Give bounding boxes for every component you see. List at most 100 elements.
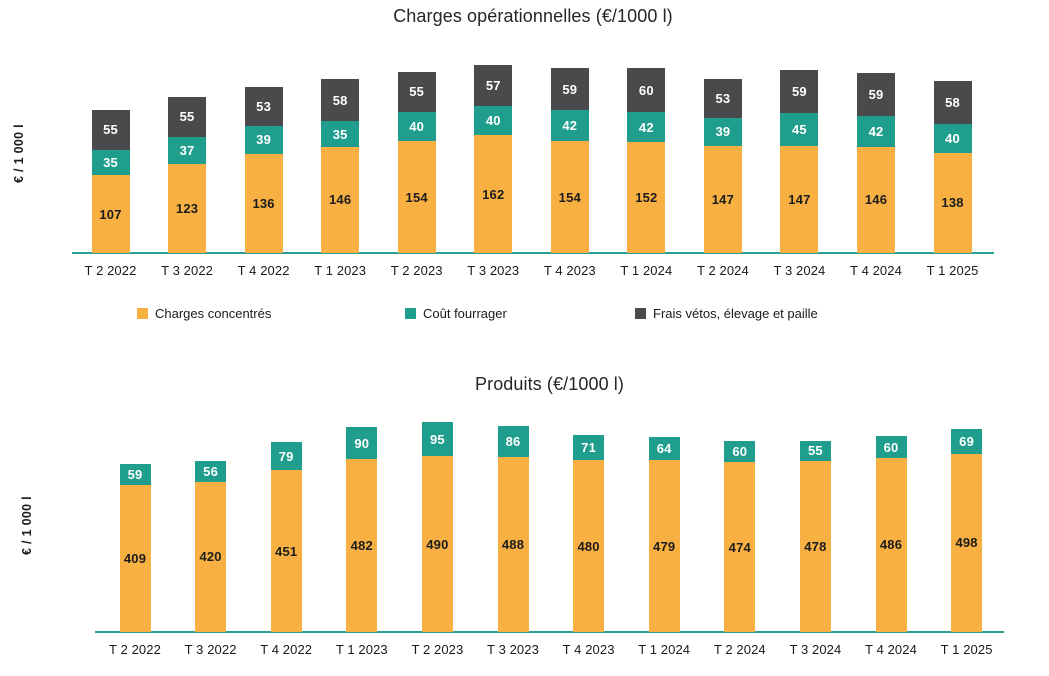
bar-segment: 123 [168,163,207,253]
bar-segment: 162 [474,135,513,253]
bar-segment: 79 [270,442,302,471]
bar-value-label: 479 [653,538,676,554]
bar-value-label: 42 [868,124,884,140]
bar-value-label: 486 [879,537,903,553]
bar-segment: 55 [397,71,436,112]
bar-stack: 107 35 55 [91,109,130,253]
x-tick-label: T 2 2024 [713,642,766,657]
chart-produits: Produits (€/1000 l) € / 1 000 l 409 59 T 2… [0,368,1049,676]
bar-segment: 39 [244,125,283,155]
x-tick-label: T 2 2024 [696,263,749,278]
x-tick-label: T 1 2025 [940,642,993,657]
bar-segment: 478 [799,460,831,632]
chart-title: Produits (€/1000 l) [475,374,624,394]
bar-value-label: 58 [332,92,348,108]
bar-value-label: 474 [728,539,751,555]
x-tick-label: T 4 2023 [562,642,615,657]
x-tick-label: T 3 2023 [467,263,520,278]
bar-stack: 147 39 53 [703,79,742,253]
x-tick-label: T 4 2022 [237,263,290,278]
bar-segment: 486 [875,457,907,632]
bar-value-label: 35 [332,126,348,142]
bar-segment: 107 [91,175,130,253]
x-tick-label: T 3 2022 [161,263,213,278]
x-tick-label: T 2 2023 [390,263,443,278]
bar-value-label: 152 [635,190,658,206]
bar-stack: 154 42 59 [550,67,589,253]
bar-segment: 60 [627,68,666,112]
legend-label: Charges concentrés [155,306,272,321]
bar-segment: 59 [780,70,819,114]
x-tick-label: T 2 2023 [411,642,464,657]
bar-value-label: 107 [99,206,122,222]
bar-segment: 86 [497,426,529,458]
bar-stack: 146 35 58 [321,79,360,253]
bar-value-label: 482 [350,538,373,554]
bar-stack: 482 90 [346,427,378,632]
bar-value-label: 79 [278,448,294,464]
bar-segment: 154 [397,141,436,253]
bar-stack: 490 95 [421,422,453,632]
bar-segment: 420 [195,481,227,632]
bar-segment: 147 [780,146,819,253]
bar-stack: 486 60 [875,436,907,632]
x-tick-label: T 4 2022 [260,642,313,657]
bar-segment: 479 [648,460,680,632]
bar-value-label: 45 [792,122,807,138]
legend-label: Frais vétos, élevage et paille [653,306,818,321]
plot-area: 107 35 55 T 2 2022 123 37 55 T 3 2022 136 39 53 T 4… [72,54,994,278]
legend-label: Coût fourrager [423,306,507,321]
bar-segment: 59 [550,67,589,111]
x-tick-label: T 2 2022 [84,263,137,278]
bar-value-label: 478 [804,538,827,554]
bar-segment: 42 [550,110,589,141]
x-tick-label: T 1 2023 [314,263,367,278]
x-axis-line [72,252,994,254]
bar-stack: 498 69 [951,428,983,632]
bar-segment: 498 [951,453,983,632]
bar-segment: 147 [703,146,742,253]
bar-stack: 479 64 [648,437,680,632]
bar-segment: 474 [724,462,756,632]
bar-segment: 136 [244,154,283,253]
bar-stack: 474 60 [724,440,756,632]
bar-value-label: 55 [807,443,823,459]
bar-segment: 57 [474,64,513,107]
bar-value-label: 90 [354,435,370,451]
bar-segment: 40 [397,111,436,141]
y-axis-label: € / 1 000 l [20,496,34,555]
bar-value-label: 40 [409,118,425,134]
bar-stack: 451 79 [270,442,302,632]
bar-segment: 69 [951,428,983,454]
bar-value-label: 69 [959,433,975,449]
bar-segment: 59 [119,464,151,486]
bar-value-label: 451 [275,543,298,559]
x-tick-label: T 3 2024 [789,642,842,657]
x-tick-label: T 4 2023 [543,263,596,278]
bar-value-label: 138 [941,195,964,211]
bar-value-label: 56 [203,463,219,479]
bar-segment: 451 [270,470,302,632]
x-axis-line [95,631,1004,633]
y-axis-label: € / 1 000 l [12,124,26,184]
bar-value-label: 490 [426,536,449,552]
legend-swatch-gray [635,308,646,319]
bar-value-label: 40 [485,113,501,129]
bar-stack: 480 71 [573,434,605,632]
bar-segment: 35 [91,149,130,176]
bar-value-label: 42 [638,119,654,135]
x-tick-label: T 4 2024 [850,263,902,278]
bar-stack: 138 40 58 [933,81,972,253]
bar-value-label: 162 [482,186,505,202]
bar-value-label: 86 [505,434,521,450]
bar-value-label: 53 [256,98,272,114]
bar-segment: 71 [573,434,605,460]
legend-item-frais-vetos: Frais vétos, élevage et paille [635,306,818,321]
bar-value-label: 71 [581,439,597,455]
bar-segment: 60 [724,440,756,463]
bar-segment: 488 [497,457,529,632]
bar-value-label: 55 [409,84,425,100]
x-tick-label: T 3 2024 [773,263,826,278]
bar-segment: 138 [933,152,972,253]
bar-value-label: 60 [883,439,899,455]
